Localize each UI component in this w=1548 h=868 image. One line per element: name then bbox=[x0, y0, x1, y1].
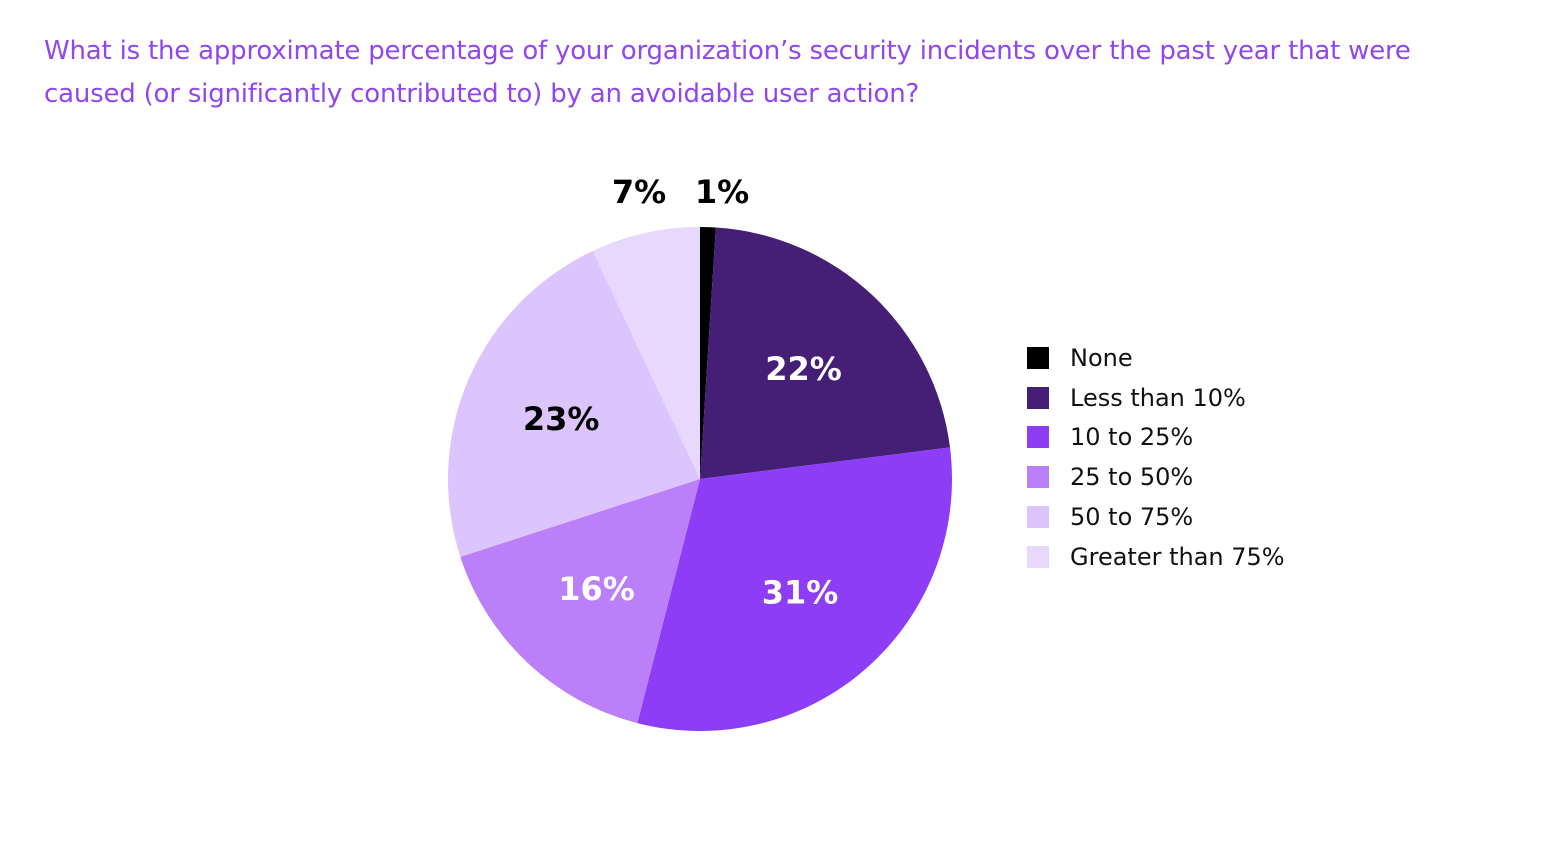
legend-swatch bbox=[1027, 386, 1049, 409]
legend-swatch bbox=[1027, 545, 1049, 568]
slice-label-less-than-10: 22% bbox=[765, 350, 842, 388]
legend-item-none: None bbox=[1027, 338, 1285, 378]
legend-swatch bbox=[1027, 466, 1049, 489]
legend-label: 25 to 50% bbox=[1070, 463, 1194, 492]
pie-slice-25-to-50 bbox=[460, 479, 700, 724]
legend-item-10-to-25: 10 to 25% bbox=[1027, 418, 1285, 458]
slice-label-10-to-25: 31% bbox=[762, 573, 839, 611]
legend-swatch bbox=[1027, 346, 1049, 369]
legend-label: 10 to 25% bbox=[1070, 423, 1194, 452]
pie-slice-10-to-25 bbox=[637, 447, 952, 731]
legend-item-greater-than-75: Greater than 75% bbox=[1027, 537, 1285, 577]
pie-slice-50-to-75 bbox=[447, 250, 700, 557]
pie-slice-greater-than-75 bbox=[592, 227, 700, 479]
legend-item-25-to-50: 25 to 50% bbox=[1027, 457, 1285, 497]
slice-label-50-to-75: 23% bbox=[523, 400, 600, 438]
slice-label-none: 1% bbox=[695, 173, 749, 211]
slice-label-greater-than-75: 7% bbox=[612, 173, 666, 211]
legend-item-less-than-10: Less than 10% bbox=[1027, 378, 1285, 418]
legend-swatch bbox=[1027, 426, 1049, 449]
legend-label: 50 to 75% bbox=[1070, 503, 1194, 532]
pie-slice-less-than-10 bbox=[700, 227, 951, 479]
slice-label-25-to-50: 16% bbox=[558, 570, 635, 608]
legend-swatch bbox=[1027, 506, 1049, 529]
chart-legend: None Less than 10% 10 to 25% 25 to 50% 5… bbox=[1027, 338, 1285, 577]
legend-label: Less than 10% bbox=[1070, 383, 1246, 412]
chart-title: What is the approximate percentage of yo… bbox=[44, 36, 1411, 109]
legend-item-50-to-75: 50 to 75% bbox=[1027, 497, 1285, 537]
pie-slice-none bbox=[700, 227, 716, 479]
legend-label: None bbox=[1070, 343, 1133, 372]
legend-label: Greater than 75% bbox=[1070, 542, 1285, 571]
